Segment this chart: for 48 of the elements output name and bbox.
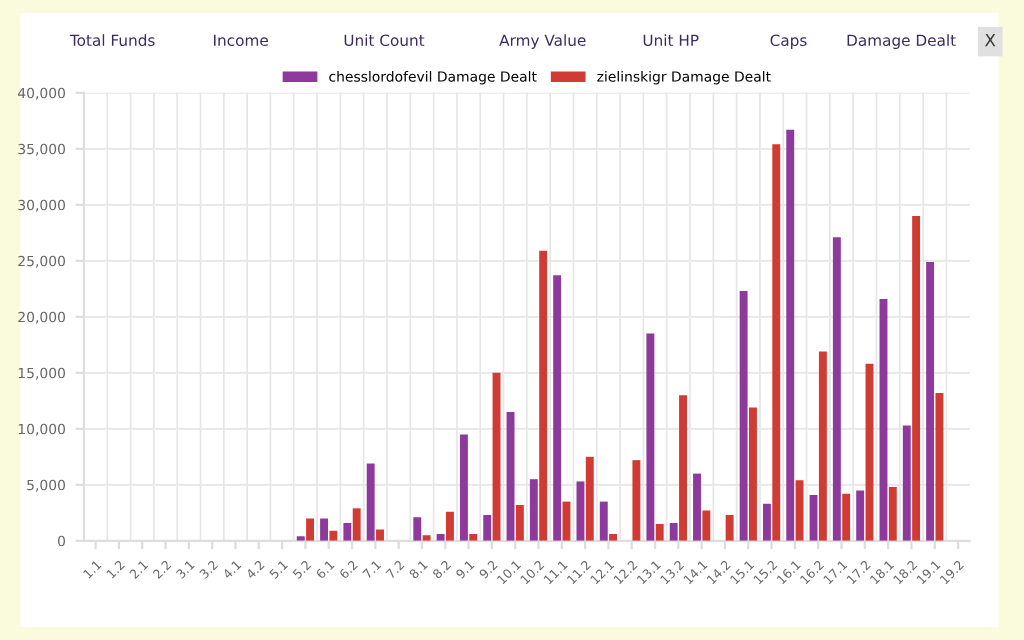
- bar: [725, 515, 734, 541]
- bar: [818, 351, 827, 541]
- bar: [529, 479, 538, 541]
- bar: [912, 216, 921, 541]
- bar: [832, 237, 841, 541]
- bar: [902, 425, 911, 541]
- bar: [492, 372, 501, 541]
- bar: [856, 490, 865, 541]
- bar: [632, 460, 641, 541]
- bar: [585, 456, 594, 541]
- bar: [515, 504, 524, 541]
- bar: [320, 518, 329, 541]
- bar: [436, 534, 445, 541]
- bar: [352, 508, 361, 541]
- bar: [748, 407, 757, 541]
- bar: [772, 144, 781, 541]
- bar: [469, 534, 478, 541]
- bar: [702, 510, 711, 541]
- bar: [539, 250, 548, 541]
- bar: [888, 487, 897, 541]
- bar: [786, 129, 795, 541]
- bar: [646, 333, 655, 541]
- bar: [306, 518, 315, 541]
- bar: [926, 261, 935, 541]
- bar: [422, 535, 431, 541]
- bar: [343, 522, 352, 541]
- bar: [935, 392, 944, 541]
- bar: [366, 463, 375, 541]
- bar: [795, 480, 804, 541]
- bar: [459, 434, 468, 541]
- bar: [576, 481, 585, 541]
- bar: [669, 522, 678, 541]
- bar: [376, 529, 384, 541]
- bar: [679, 395, 687, 541]
- bar: [413, 517, 422, 541]
- bar: [329, 530, 338, 541]
- text: X: [985, 34, 996, 47]
- bar: [693, 473, 701, 541]
- bar: [809, 494, 818, 541]
- bar: [599, 501, 608, 541]
- bar: [762, 503, 771, 541]
- bar: [739, 291, 748, 541]
- bar: [842, 493, 851, 541]
- bar: [655, 524, 664, 541]
- bar: [553, 275, 562, 541]
- bar: [483, 515, 492, 541]
- bar: [609, 534, 618, 541]
- bar: [445, 511, 454, 541]
